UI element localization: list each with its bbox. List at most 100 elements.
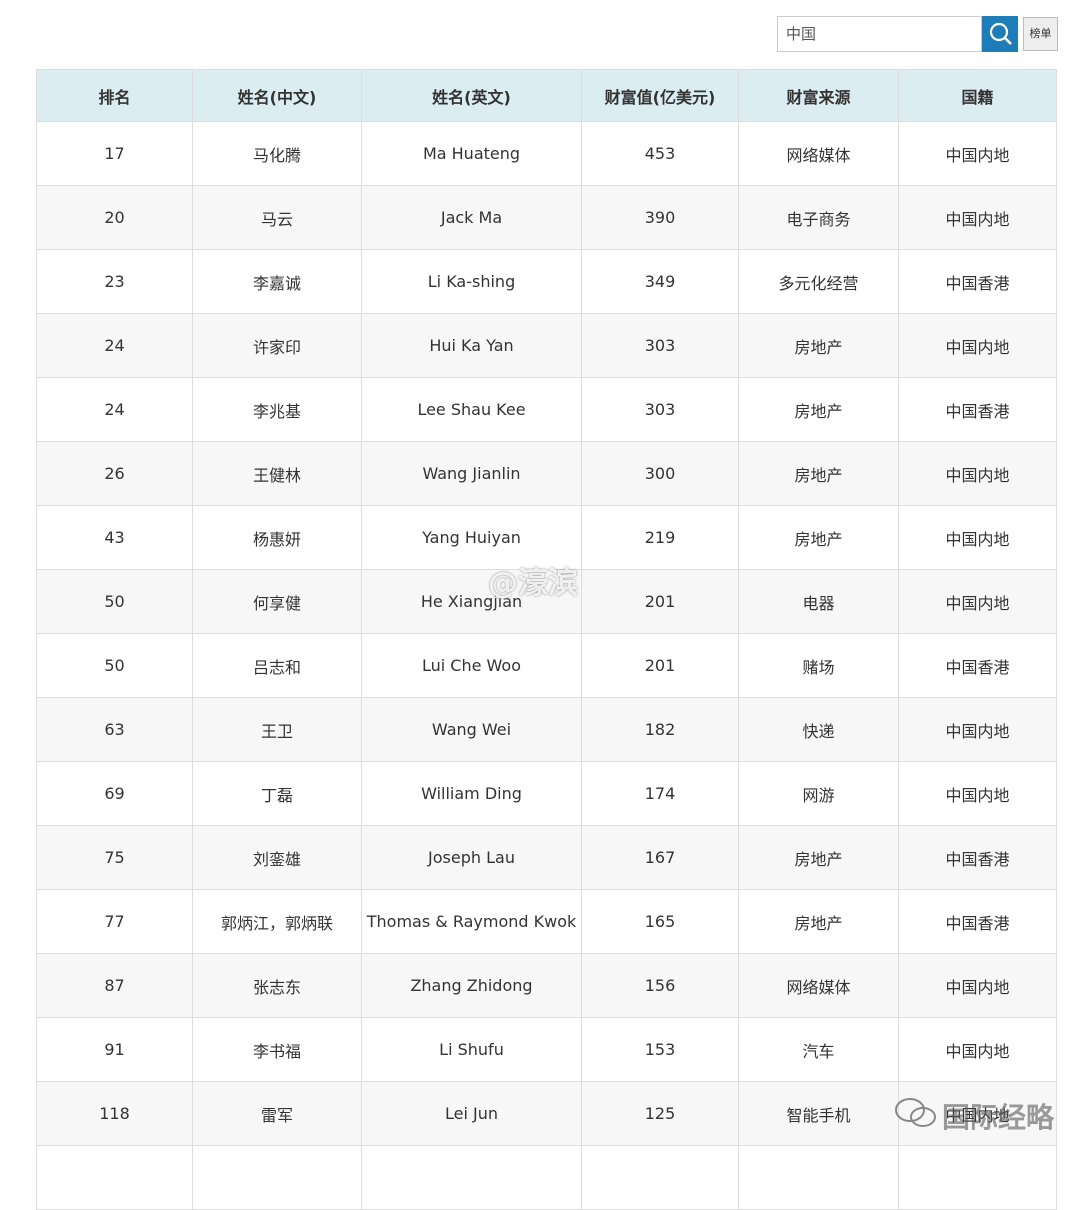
table-cell: 房地产 xyxy=(738,377,899,442)
table-cell: 153 xyxy=(581,1017,739,1082)
table-cell: 390 xyxy=(581,185,739,250)
table-cell: 453 xyxy=(581,121,739,186)
table-cell: He Xiangjian xyxy=(361,569,582,634)
table-row: 69 丁磊 William Ding 174 网游 中国内地 xyxy=(36,761,1057,826)
table-cell: 75 xyxy=(36,825,193,890)
table-cell: 50 xyxy=(36,569,193,634)
table-cell: Joseph Lau xyxy=(361,825,582,890)
table-cell: Wang Wei xyxy=(361,697,582,762)
table-cell: 165 xyxy=(581,889,739,954)
table-cell: 网游 xyxy=(738,761,899,826)
table-cell: 50 xyxy=(36,633,193,698)
table-cell: 李兆基 xyxy=(192,377,362,442)
table-cell: 房地产 xyxy=(738,505,899,570)
table-cell: 王卫 xyxy=(192,697,362,762)
table-cell: 349 xyxy=(581,249,739,314)
table-row: 26 王健林 Wang Jianlin 300 房地产 中国内地 xyxy=(36,441,1057,506)
table-cell: 中国内地 xyxy=(898,441,1057,506)
table-row: 23 李嘉诚 Li Ka-shing 349 多元化经营 中国香港 xyxy=(36,249,1057,314)
table-cell: 中国香港 xyxy=(898,825,1057,890)
rich-list-table: 排名 姓名(中文) 姓名(英文) 财富值(亿美元) 财富来源 国籍 17 马化腾 Ma Hua… xyxy=(36,69,1057,1210)
table-cell: 中国内地 xyxy=(898,313,1057,378)
header-row: 排名 姓名(中文) 姓名(英文) 财富值(亿美元) 财富来源 国籍 xyxy=(36,69,1057,122)
table-cell: 房地产 xyxy=(738,889,899,954)
table-cell: 91 xyxy=(36,1017,193,1082)
column-header: 财富来源 xyxy=(738,69,899,122)
table-cell: 丁磊 xyxy=(192,761,362,826)
table-cell: 房地产 xyxy=(738,313,899,378)
table-cell: 中国内地 xyxy=(898,953,1057,1018)
table-cell: 网络媒体 xyxy=(738,121,899,186)
column-header: 排名 xyxy=(36,69,193,122)
table-row: 77 郭炳江，郭炳联 Thomas & Raymond Kwok 165 房地产 中国香港 xyxy=(36,889,1057,954)
table-cell: 许家印 xyxy=(192,313,362,378)
page: {"search": {"query": "中国", "button": "榜单… xyxy=(36,16,1058,1210)
table-cell xyxy=(581,1145,739,1210)
table-cell: 20 xyxy=(36,185,193,250)
table-cell xyxy=(361,1145,582,1210)
table-cell: 201 xyxy=(581,633,739,698)
table-cell: 中国内地 xyxy=(898,121,1057,186)
table-cell: 马云 xyxy=(192,185,362,250)
table-row: 63 王卫 Wang Wei 182 快递 中国内地 xyxy=(36,697,1057,762)
search-button[interactable] xyxy=(982,16,1018,52)
table-cell: 中国香港 xyxy=(898,377,1057,442)
table-cell: 182 xyxy=(581,697,739,762)
table-row: 24 李兆基 Lee Shau Kee 303 房地产 中国香港 xyxy=(36,377,1057,442)
table-cell: 156 xyxy=(581,953,739,1018)
table-cell: 刘銮雄 xyxy=(192,825,362,890)
table-cell: 智能手机 xyxy=(738,1081,899,1146)
table-cell: 118 xyxy=(36,1081,193,1146)
table-cell: 快递 xyxy=(738,697,899,762)
table-cell: Wang Jianlin xyxy=(361,441,582,506)
search-icon xyxy=(989,22,1012,45)
table-cell: 87 xyxy=(36,953,193,1018)
table-cell: Li Ka-shing xyxy=(361,249,582,314)
table-cell: 303 xyxy=(581,377,739,442)
table-cell: 43 xyxy=(36,505,193,570)
table-cell: 167 xyxy=(581,825,739,890)
table-cell xyxy=(36,1145,193,1210)
table-cell: 中国香港 xyxy=(898,889,1057,954)
table-cell: 雷军 xyxy=(192,1081,362,1146)
table-cell: 125 xyxy=(581,1081,739,1146)
table-cell: 中国内地 xyxy=(898,505,1057,570)
table-cell: 赌场 xyxy=(738,633,899,698)
table-cell: 中国内地 xyxy=(898,761,1057,826)
table-cell: Jack Ma xyxy=(361,185,582,250)
table-row: 75 刘銮雄 Joseph Lau 167 房地产 中国香港 xyxy=(36,825,1057,890)
table-cell: 房地产 xyxy=(738,441,899,506)
column-header: 财富值(亿美元) xyxy=(581,69,739,122)
table-row: 43 杨惠妍 Yang Huiyan 219 房地产 中国内地 xyxy=(36,505,1057,570)
table-cell: 中国香港 xyxy=(898,249,1057,314)
table-cell xyxy=(898,1145,1057,1210)
table-cell: Zhang Zhidong xyxy=(361,953,582,1018)
column-header: 姓名(英文) xyxy=(361,69,582,122)
table-cell: 24 xyxy=(36,313,193,378)
search-input[interactable]: 中国 xyxy=(777,16,982,52)
table-cell: 中国内地 xyxy=(898,1017,1057,1082)
table-cell: Yang Huiyan xyxy=(361,505,582,570)
list-button[interactable]: 榜单 xyxy=(1023,17,1058,51)
table-cell: Lee Shau Kee xyxy=(361,377,582,442)
table-row: 20 马云 Jack Ma 390 电子商务 中国内地 xyxy=(36,185,1057,250)
table-row: 87 张志东 Zhang Zhidong 156 网络媒体 中国内地 xyxy=(36,953,1057,1018)
table-row: 50 何享健 He Xiangjian 201 电器 中国内地 xyxy=(36,569,1057,634)
table-cell: 杨惠妍 xyxy=(192,505,362,570)
table-cell: 电子商务 xyxy=(738,185,899,250)
table-cell: 26 xyxy=(36,441,193,506)
table-cell: 张志东 xyxy=(192,953,362,1018)
table-cell: 王健林 xyxy=(192,441,362,506)
table-cell: 网络媒体 xyxy=(738,953,899,1018)
table-cell: 郭炳江，郭炳联 xyxy=(192,889,362,954)
table-cell: 多元化经营 xyxy=(738,249,899,314)
column-header: 姓名(中文) xyxy=(192,69,362,122)
table-cell: 房地产 xyxy=(738,825,899,890)
table-cell: 汽车 xyxy=(738,1017,899,1082)
table-cell: Thomas & Raymond Kwok xyxy=(361,889,582,954)
table-cell: 中国内地 xyxy=(898,1081,1057,1146)
table-cell: 中国内地 xyxy=(898,697,1057,762)
column-header: 国籍 xyxy=(898,69,1057,122)
table-cell: 174 xyxy=(581,761,739,826)
table-cell: 吕志和 xyxy=(192,633,362,698)
